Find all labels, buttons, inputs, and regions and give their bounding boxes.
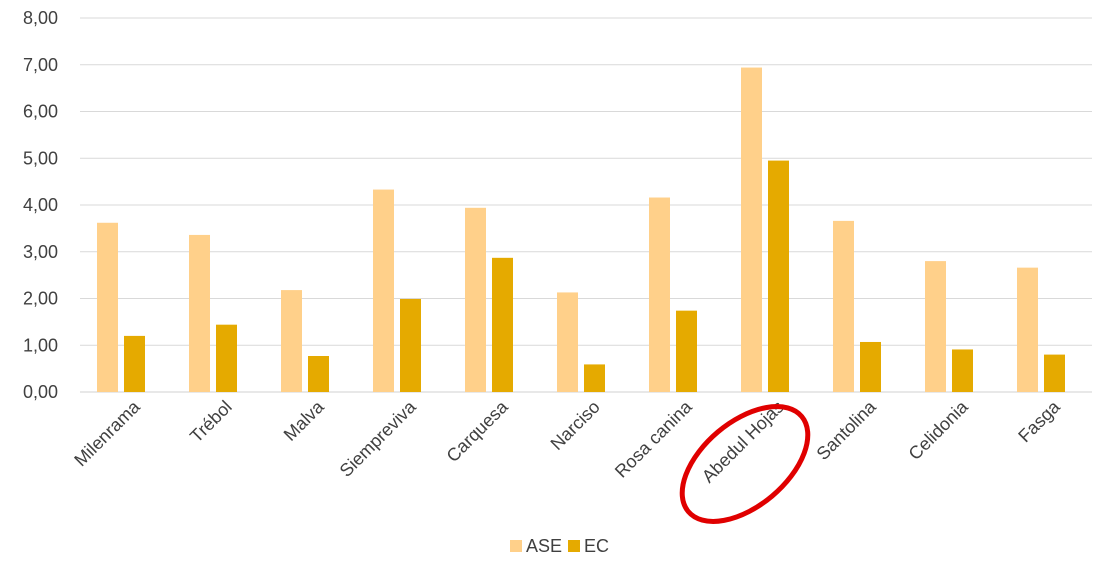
bar-ase [925,261,946,392]
bar-ec [860,341,881,392]
y-tick-label: 6,00 [23,102,58,122]
y-tick-label: 1,00 [23,335,58,355]
bar-ase [189,234,210,392]
bar-ec [952,349,973,392]
bar-ase [649,197,670,392]
bar-ec [492,257,513,392]
bar-ec [308,356,329,392]
bar-ec [216,324,237,392]
bar-ec [1044,354,1065,392]
bar-ase [373,189,394,392]
legend-label: ASE [526,536,562,556]
bar-ec [584,364,605,392]
category-label: Celidonia [905,396,973,464]
bar-ase [557,292,578,392]
y-tick-label: 3,00 [23,242,58,262]
category-label: Siempreviva [336,396,421,481]
category-label: Fasga [1014,396,1064,446]
category-label: Milenrama [70,396,144,470]
y-tick-label: 5,00 [23,148,58,168]
y-tick-label: 0,00 [23,382,58,402]
bar-ec [124,335,145,392]
legend-swatch [568,540,580,552]
bar-ase [97,222,118,392]
category-label: Malva [280,396,329,445]
grid-lines [80,17,1092,393]
annotations [679,404,811,524]
legend-swatch [510,540,522,552]
bar-ase [1017,267,1038,392]
category-label: Abedul Hojas [698,397,788,487]
highlight-ellipse [679,404,811,524]
y-tick-label: 8,00 [23,8,58,28]
x-axis-labels: Milenrama Trébol Malva Siempreviva Carquesa N… [70,396,1064,487]
bar-ec [676,310,697,392]
bars [97,67,1065,393]
legend-label: EC [584,536,609,556]
bar-ase [465,207,486,392]
category-label: Narciso [547,397,604,454]
y-tick-label: 7,00 [23,55,58,75]
bar-ec [768,160,789,392]
bar-ase [833,220,854,392]
y-axis-ticks: 0,00 1,00 2,00 3,00 4,00 5,00 6,00 7,00 8,00 [23,8,58,402]
y-tick-label: 4,00 [23,195,58,215]
category-label: Carquesa [442,396,512,466]
bar-ase [741,67,762,393]
y-tick-label: 2,00 [23,289,58,309]
legend: ASE EC [510,536,609,556]
category-label: Rosa canina [611,396,697,482]
category-label: Santolina [813,396,881,464]
bar-ec [400,298,421,392]
bar-ase [281,290,302,392]
category-label: Trébol [186,397,236,447]
